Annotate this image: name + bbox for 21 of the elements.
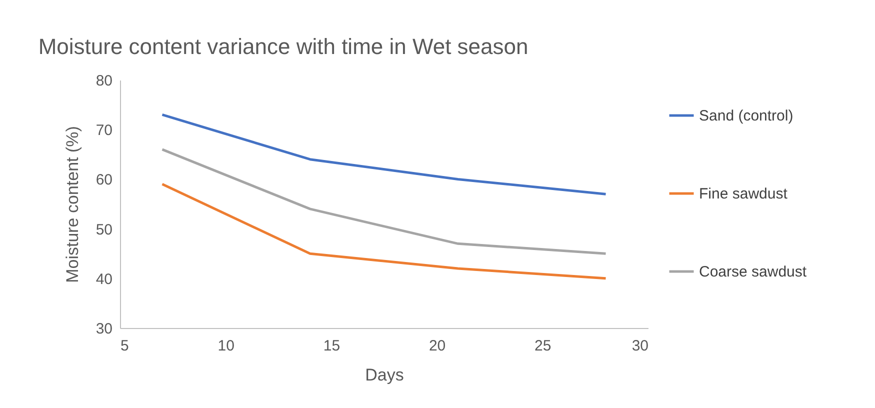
y-tick-label: 80 [96, 72, 112, 90]
x-tick-label: 20 [428, 338, 446, 354]
line-series [160, 113, 608, 196]
line-series [160, 182, 608, 280]
y-axis-title: Moisture content (%) [62, 126, 82, 283]
x-tick-label: 15 [323, 338, 340, 354]
x-tick-label: 5 [120, 338, 129, 354]
legend-label: Sand (control) [699, 108, 794, 124]
chart-title: Moisture content variance with time in Wet season [38, 34, 528, 59]
y-tick-label: 70 [96, 122, 112, 140]
legend-label: Fine sawdust [699, 186, 788, 202]
line-series [160, 148, 608, 255]
x-axis-title: Days [365, 366, 404, 384]
y-tick-label: 50 [96, 221, 112, 238]
y-tick-label: 40 [96, 270, 112, 288]
legend-label: Coarse sawdust [699, 264, 808, 280]
y-tick-label: 30 [96, 320, 112, 338]
x-tick-label: 25 [534, 338, 552, 354]
x-tick-label: 30 [632, 338, 648, 354]
y-tick-label: 60 [96, 172, 112, 189]
x-tick-label: 10 [218, 338, 234, 354]
